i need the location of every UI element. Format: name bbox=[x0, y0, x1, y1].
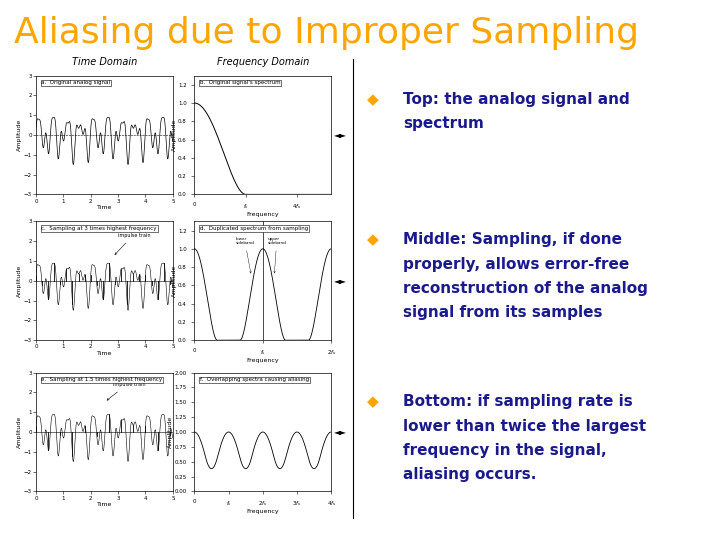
Text: ◄►: ◄► bbox=[334, 428, 348, 436]
Text: d.  Duplicated spectrum from sampling: d. Duplicated spectrum from sampling bbox=[200, 226, 308, 231]
Text: f.  Overlapping spectra causing aliasing: f. Overlapping spectra causing aliasing bbox=[200, 377, 309, 382]
Text: ◄►: ◄► bbox=[334, 131, 348, 139]
Y-axis label: Amplitude: Amplitude bbox=[171, 265, 176, 297]
X-axis label: Frequency: Frequency bbox=[246, 509, 279, 514]
X-axis label: Time: Time bbox=[96, 205, 112, 210]
Text: Aliasing due to Improper Sampling: Aliasing due to Improper Sampling bbox=[14, 16, 639, 50]
Text: c.  Sampling at 3 times highest frequency: c. Sampling at 3 times highest frequency bbox=[42, 226, 157, 231]
Text: Frequency Domain: Frequency Domain bbox=[217, 57, 309, 67]
Text: ◆: ◆ bbox=[367, 92, 379, 107]
Text: b.  Original signal's spectrum: b. Original signal's spectrum bbox=[200, 80, 281, 85]
Text: ◄►: ◄► bbox=[334, 276, 348, 285]
X-axis label: Frequency: Frequency bbox=[246, 212, 279, 217]
Text: lower
sideband: lower sideband bbox=[235, 237, 254, 273]
X-axis label: Frequency: Frequency bbox=[246, 358, 279, 363]
Text: Top: the analog signal and: Top: the analog signal and bbox=[403, 92, 630, 107]
Text: aliasing occurs.: aliasing occurs. bbox=[403, 467, 536, 482]
Text: original signal
impulse train: original signal impulse train bbox=[107, 377, 147, 400]
X-axis label: Time: Time bbox=[96, 351, 112, 356]
Text: reconstruction of the analog: reconstruction of the analog bbox=[403, 281, 648, 296]
Y-axis label: Amplitude: Amplitude bbox=[17, 119, 22, 151]
Text: ◆: ◆ bbox=[367, 232, 379, 247]
Text: a.  Original analog signal: a. Original analog signal bbox=[42, 80, 110, 85]
Text: frequency in the signal,: frequency in the signal, bbox=[403, 443, 607, 458]
Y-axis label: Amplitude: Amplitude bbox=[171, 119, 176, 151]
Y-axis label: Amplitude: Amplitude bbox=[17, 416, 22, 448]
Text: spectrum: spectrum bbox=[403, 116, 484, 131]
Text: lower than twice the largest: lower than twice the largest bbox=[403, 418, 647, 434]
Text: Bottom: if sampling rate is: Bottom: if sampling rate is bbox=[403, 394, 633, 409]
Text: upper
sideband: upper sideband bbox=[267, 237, 286, 273]
Text: ◆: ◆ bbox=[367, 394, 379, 409]
Text: e.  Sampling at 1.5 times highest frequency: e. Sampling at 1.5 times highest frequen… bbox=[42, 377, 163, 382]
Text: Time Domain: Time Domain bbox=[72, 57, 137, 67]
Text: properly, allows error-free: properly, allows error-free bbox=[403, 256, 629, 272]
Y-axis label: Amplitude: Amplitude bbox=[168, 416, 173, 448]
Text: signal from its samples: signal from its samples bbox=[403, 305, 603, 320]
Text: Middle: Sampling, if done: Middle: Sampling, if done bbox=[403, 232, 622, 247]
Y-axis label: Amplitude: Amplitude bbox=[17, 265, 22, 297]
Text: original signal
impulse train: original signal impulse train bbox=[115, 227, 153, 254]
X-axis label: Time: Time bbox=[96, 502, 112, 507]
